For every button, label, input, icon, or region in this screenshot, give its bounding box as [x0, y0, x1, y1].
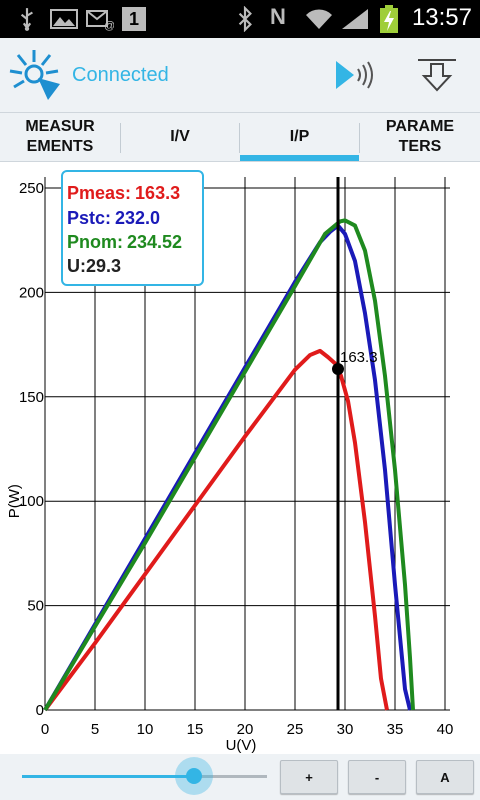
legend-pstc-label: Pstc:	[67, 208, 111, 228]
connection-status: Connected	[72, 64, 169, 86]
measured-power-marker	[332, 363, 344, 376]
y-tick-label: 250	[19, 180, 44, 197]
zoom-out-button[interactable]: -	[348, 760, 406, 794]
y-tick-label: 50	[27, 598, 44, 615]
legend-u-label: U:	[67, 256, 86, 276]
x-axis-label: U(V)	[226, 737, 257, 754]
bluetooth-icon	[238, 6, 252, 32]
usb-icon	[20, 8, 33, 31]
zoom-in-button[interactable]: +	[280, 760, 338, 794]
tab-iv[interactable]: I/V	[170, 128, 190, 145]
tab-measurements[interactable]: MEASUR EMENTS	[25, 118, 95, 155]
svg-text:@: @	[104, 20, 114, 32]
y-axis-label: P(W)	[6, 484, 23, 518]
y-tick-label: 0	[36, 702, 44, 719]
battery-charging-icon	[380, 5, 398, 33]
tab-divider	[239, 123, 240, 153]
x-tick-label: 40	[437, 721, 454, 738]
app-bar: Connected	[0, 38, 480, 113]
y-tick-label: 150	[19, 389, 44, 406]
chart-legend: Pmeas: 163.3 Pstc: 232.0 Pnom: 234.52 U:29.…	[61, 170, 204, 286]
email-icon: @	[86, 10, 114, 32]
image-icon	[50, 9, 78, 29]
bottom-controls: + - A	[0, 754, 480, 800]
legend-pmeas-label: Pmeas:	[67, 183, 131, 203]
series-line-0	[43, 348, 389, 712]
clock: 13:57	[411, 4, 472, 31]
zoom-slider-thumb[interactable]	[185, 768, 202, 784]
svg-text:U:29.3: U:29.3	[67, 256, 121, 276]
svg-text:Pnom:234.52: Pnom: 234.52	[67, 232, 182, 252]
tab-divider	[120, 123, 121, 153]
legend-pnom-value: 234.52	[127, 232, 182, 252]
calendar-one-icon: 1	[122, 7, 146, 31]
y-tick-label: 100	[19, 493, 44, 510]
x-tick-label: 0	[41, 721, 49, 738]
tab-divider	[359, 123, 360, 153]
y-tick-label: 200	[19, 284, 44, 301]
svg-text:Pstc:232.0: Pstc: 232.0	[67, 208, 160, 228]
svg-text:Pmeas:163.3: Pmeas: 163.3	[67, 183, 180, 203]
x-tick-label: 5	[91, 721, 99, 738]
legend-u-value: 29.3	[86, 256, 121, 276]
tab-ip[interactable]: I/P	[240, 113, 359, 161]
series-line-2	[43, 218, 415, 712]
auto-scale-button[interactable]: A	[416, 760, 474, 794]
status-bar: @ 1 N 13:57	[0, 0, 480, 38]
legend-pstc-value: 232.0	[115, 208, 160, 228]
zoom-slider-fill	[22, 775, 194, 778]
play-sound-icon[interactable]	[332, 58, 376, 92]
download-icon[interactable]	[414, 56, 460, 94]
app-logo-icon[interactable]	[8, 46, 64, 102]
x-tick-label: 15	[187, 721, 204, 738]
x-tick-label: 35	[387, 721, 404, 738]
marker-value-label: 163.3	[340, 349, 378, 366]
signal-icon	[342, 9, 368, 29]
x-tick-label: 20	[237, 721, 254, 738]
wifi-icon	[306, 9, 332, 29]
chart-tick-labels: 0 5 10 15 20 25 30 35 40 0 50 100 150 200 250	[19, 180, 453, 738]
nfc-n-icon: N	[270, 4, 286, 29]
legend-pmeas-value: 163.3	[135, 183, 180, 203]
x-tick-label: 10	[137, 721, 154, 738]
tab-parameters[interactable]: PARAME TERS	[385, 118, 455, 155]
legend-pnom-label: Pnom:	[67, 232, 123, 252]
ip-chart[interactable]: 0 5 10 15 20 25 30 35 40 0 50 100 150 200 250 U(V) P(W…	[0, 162, 480, 754]
x-tick-label: 30	[337, 721, 354, 738]
x-tick-label: 25	[287, 721, 304, 738]
tab-bar: MEASUR EMENTS I/V I/P PARAME TERS	[0, 113, 480, 162]
chart-series	[43, 218, 415, 712]
